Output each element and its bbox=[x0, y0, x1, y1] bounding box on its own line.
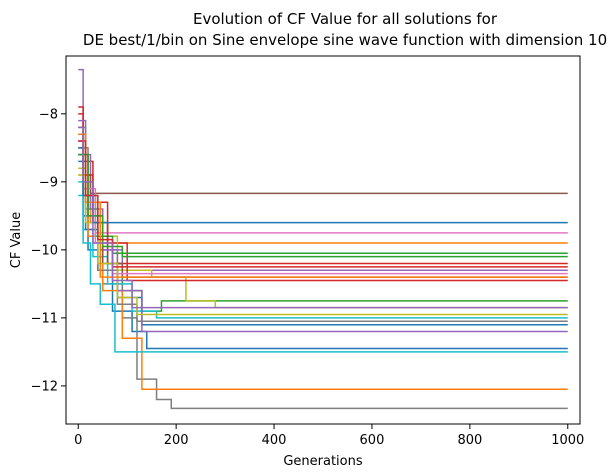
series-line-7 bbox=[78, 133, 568, 234]
series-line-21 bbox=[78, 147, 568, 224]
series-line-25 bbox=[78, 126, 568, 309]
x-tick-label: 200 bbox=[164, 433, 189, 448]
y-tick-label: −9 bbox=[39, 175, 58, 190]
y-tick-label: −11 bbox=[31, 311, 58, 326]
series-line-6 bbox=[78, 140, 568, 195]
series-line-16 bbox=[78, 153, 568, 278]
y-tick-label: −10 bbox=[31, 243, 58, 258]
y-tick-label: −8 bbox=[39, 107, 58, 122]
x-tick-label: 600 bbox=[360, 433, 385, 448]
series-line-24 bbox=[78, 140, 568, 268]
chart-subtitle: DE best/1/bin on Sine envelope sine wave… bbox=[83, 31, 607, 49]
series-line-19 bbox=[78, 174, 568, 316]
y-tick-label: −12 bbox=[31, 379, 58, 394]
series-line-12 bbox=[78, 174, 568, 391]
series-line-4 bbox=[78, 113, 568, 265]
series-line-15 bbox=[78, 119, 568, 333]
x-axis-label: Generations bbox=[283, 454, 363, 469]
y-axis-label: CF Value bbox=[9, 212, 24, 268]
plot-area-frame bbox=[65, 55, 581, 425]
x-tick-label: 400 bbox=[262, 433, 287, 448]
series-line-22 bbox=[78, 133, 568, 278]
series-line-2 bbox=[78, 147, 568, 244]
series-line-5 bbox=[78, 68, 568, 272]
x-tick-label: 800 bbox=[457, 433, 482, 448]
x-tick-label: 1000 bbox=[551, 433, 584, 448]
x-tick-label: 0 bbox=[74, 433, 82, 448]
series-layer bbox=[78, 68, 568, 410]
series-line-9 bbox=[78, 167, 568, 309]
chart-title: Evolution of CF Value for all solutions … bbox=[193, 10, 498, 28]
series-line-1 bbox=[78, 153, 568, 350]
series-line-8 bbox=[78, 147, 568, 410]
series-line-3 bbox=[78, 126, 568, 312]
series-line-18 bbox=[78, 126, 568, 323]
x-axis-ticks: 0 200 400 600 800 1000 bbox=[74, 424, 584, 448]
series-line-23 bbox=[78, 153, 568, 258]
series-line-20 bbox=[78, 181, 568, 353]
y-axis-ticks: −8 −9 −10 −11 −12 bbox=[31, 107, 66, 394]
